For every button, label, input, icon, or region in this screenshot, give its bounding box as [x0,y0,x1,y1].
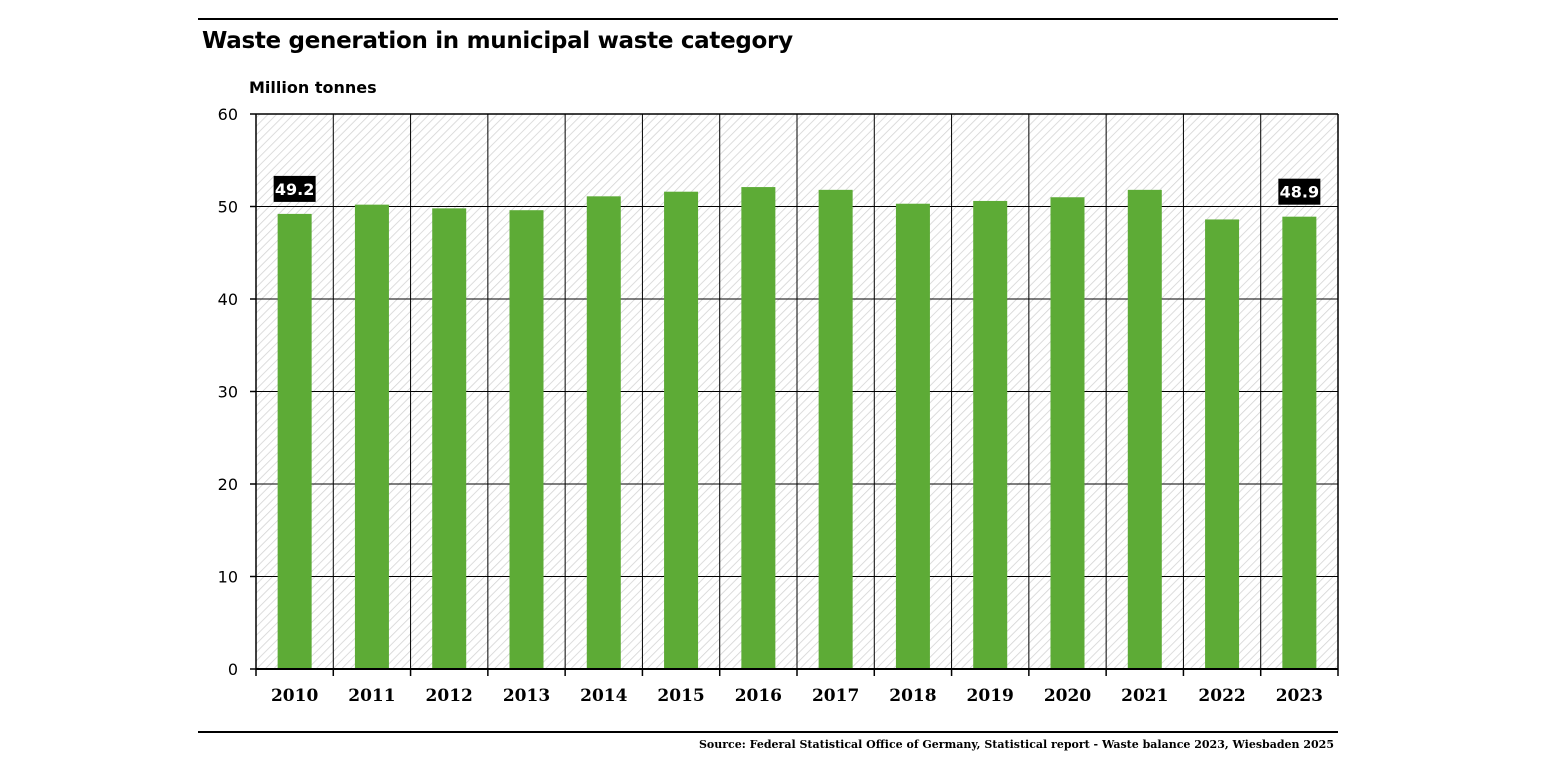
bar-2014 [586,196,621,669]
bar-2019 [973,200,1008,669]
x-tick-label: 2022 [1198,686,1245,706]
x-tick-label: 2019 [967,686,1014,706]
bar-2013 [509,210,544,669]
bar-2018 [895,203,930,669]
x-tick-label: 2015 [657,686,704,706]
x-tick-label: 2020 [1044,686,1091,706]
bar-2011 [354,204,389,669]
x-tick-label: 2013 [503,686,550,706]
bar-2015 [664,191,699,669]
data-label-box-2010 [273,175,316,202]
data-label-2023: 48.9 [1280,183,1319,202]
x-tick-label: 2011 [348,686,395,706]
data-label-2010: 49.2 [275,180,314,199]
bars [277,187,1317,670]
bar-2023 [1282,216,1317,670]
y-tick-label: 0 [228,660,238,679]
bar-2021 [1127,189,1162,669]
x-tick-label: 2016 [735,686,782,706]
bar-2016 [741,187,776,669]
data-labels: 49.2 48.9 [273,175,1321,205]
x-tick-label: 2017 [812,686,859,706]
bar-2022 [1205,219,1240,669]
y-tick-label: 50 [218,198,238,217]
y-tick-label: 40 [218,290,238,309]
y-tick-label: 20 [218,475,238,494]
chart-title: Waste generation in municipal waste cate… [202,28,793,54]
axes: 0 10 20 30 40 50 60 2010 2011 2012 2013 2014 2015 201… [218,105,1339,706]
x-tick-label: 2012 [426,686,473,706]
x-tick-label: 2010 [271,686,318,706]
y-tick-label: 10 [218,568,238,587]
y-tick-label: 30 [218,383,238,402]
top-rule [198,18,1338,20]
bar-2017 [818,189,853,669]
bar-2020 [1050,197,1085,669]
bar-2010 [277,213,312,669]
y-axis-unit-label: Million tonnes [249,78,377,97]
x-tick-label: 2014 [580,686,627,706]
data-label-box-2023 [1278,178,1321,205]
x-tick-label: 2021 [1121,686,1168,706]
x-tick-label: 2023 [1276,686,1323,706]
bar-2012 [432,208,467,669]
y-tick-label: 60 [218,105,238,124]
source-note: Source: Federal Statistical Office of Ge… [698,738,1334,751]
x-tick-label: 2018 [889,686,936,706]
bottom-rule [198,731,1338,733]
